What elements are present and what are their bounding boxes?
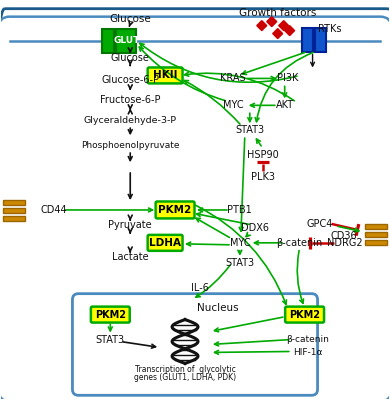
Text: HIF-1α: HIF-1α [293,348,323,357]
Text: STAT3: STAT3 [96,334,125,344]
Text: PI3K: PI3K [277,74,298,84]
Text: GLUT: GLUT [113,36,140,45]
Text: Fructose-6-P: Fructose-6-P [100,95,160,105]
Text: Lactate: Lactate [112,252,149,262]
FancyBboxPatch shape [285,307,324,322]
Text: DDX6: DDX6 [241,223,269,233]
Text: Glyceraldehyde-3-P: Glyceraldehyde-3-P [84,116,177,125]
Text: Growth factors: Growth factors [239,8,316,18]
Text: CD36: CD36 [331,231,357,241]
FancyBboxPatch shape [0,17,390,400]
FancyBboxPatch shape [3,216,25,221]
Text: MYC: MYC [230,238,250,248]
FancyBboxPatch shape [3,208,25,213]
FancyBboxPatch shape [156,202,195,218]
Text: AKT: AKT [276,100,294,110]
Polygon shape [279,21,289,31]
FancyBboxPatch shape [148,68,183,84]
Polygon shape [273,29,283,38]
FancyBboxPatch shape [315,28,326,52]
Text: CD44: CD44 [41,205,67,215]
Text: STAT3: STAT3 [235,125,264,135]
FancyBboxPatch shape [365,240,387,245]
Text: genes (GLUT1, LDHA, PDK): genes (GLUT1, LDHA, PDK) [134,373,236,382]
Text: β-catenin: β-catenin [277,238,323,248]
Text: Transcription of  glycolytic: Transcription of glycolytic [135,365,236,374]
FancyBboxPatch shape [365,232,387,237]
FancyBboxPatch shape [102,29,114,52]
FancyBboxPatch shape [91,307,130,322]
FancyBboxPatch shape [3,200,25,205]
Text: Glucose: Glucose [109,14,151,24]
Text: PKM2: PKM2 [158,205,192,215]
Polygon shape [257,21,267,31]
Text: β-catenin: β-catenin [286,335,329,344]
Text: Glucose: Glucose [111,52,150,62]
Text: RTKs: RTKs [318,24,341,34]
Text: PKM2: PKM2 [289,310,320,320]
Text: IL-6: IL-6 [191,283,209,293]
Text: HKII: HKII [153,70,177,80]
Text: PKM2: PKM2 [95,310,126,320]
Text: Glucose-6-P: Glucose-6-P [101,76,159,86]
FancyBboxPatch shape [148,235,183,251]
FancyBboxPatch shape [116,29,136,52]
FancyBboxPatch shape [365,224,387,229]
FancyBboxPatch shape [301,28,312,52]
FancyBboxPatch shape [73,294,317,395]
Text: KRAS: KRAS [220,74,246,84]
Text: GPC4: GPC4 [307,219,333,229]
Polygon shape [267,17,277,27]
Text: Nucleus: Nucleus [197,303,239,313]
Text: Phosphoenolpyruvate: Phosphoenolpyruvate [81,141,179,150]
Text: MYC: MYC [223,100,243,110]
Text: PLK3: PLK3 [251,172,275,182]
Polygon shape [285,26,294,36]
Text: PTB1: PTB1 [227,205,252,215]
Text: HSP90: HSP90 [247,150,278,160]
Text: NDRG2: NDRG2 [327,238,362,248]
Text: STAT3: STAT3 [225,258,254,268]
Text: LDHA: LDHA [149,238,181,248]
Text: Pyruvate: Pyruvate [108,220,152,230]
